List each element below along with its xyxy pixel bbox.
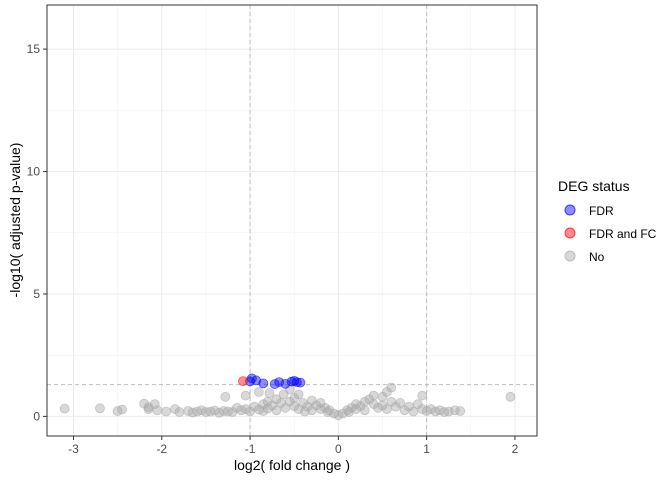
axis-ticks: [43, 48, 516, 440]
point-fdr: [245, 376, 255, 387]
point-fdr: [289, 376, 300, 386]
point-no: [449, 405, 460, 416]
x-tick-label: 0: [335, 442, 342, 456]
y-tick-labels: 0 5 10 15: [27, 42, 41, 423]
legend-key-fdr: [564, 204, 576, 216]
point-no: [161, 406, 172, 417]
legend-label-no: No: [589, 250, 605, 264]
legend-title: DEG status: [558, 178, 630, 194]
point-fdr: [258, 378, 269, 389]
point-no: [271, 405, 282, 416]
point-no: [220, 391, 231, 402]
legend-item-fdr: FDR: [564, 204, 614, 218]
point-fdr: [274, 377, 285, 388]
x-tick-label: -2: [156, 442, 167, 456]
legend-key-no: [564, 250, 576, 262]
point-no: [152, 405, 163, 416]
plot-panel: [47, 5, 537, 436]
point-no: [395, 398, 406, 408]
grid-minor: [47, 5, 537, 436]
x-axis-title: log2( fold change ): [234, 457, 350, 473]
point-no: [382, 404, 392, 414]
y-axis-title: -log10( adjusted p-value): [7, 143, 23, 298]
point-fdr-and-fc: [238, 376, 248, 387]
point-fdr: [280, 378, 291, 389]
point-no: [359, 405, 370, 416]
point-no: [505, 391, 516, 402]
point-no: [117, 404, 127, 415]
point-no: [368, 390, 379, 401]
x-tick-label: -1: [245, 442, 256, 456]
y-tick-label: 0: [33, 409, 40, 423]
x-tick-label: 1: [423, 442, 430, 456]
x-tick-label: -3: [68, 442, 79, 456]
point-no: [240, 390, 251, 401]
point-fdr: [295, 377, 306, 388]
y-tick-label: 10: [27, 165, 41, 179]
point-no: [455, 406, 466, 416]
point-fdr: [291, 377, 302, 388]
point-no: [264, 388, 275, 399]
legend-item-no: No: [564, 250, 605, 264]
point-no: [95, 403, 105, 414]
legend: DEG status FDR FDR and FC No: [558, 178, 657, 264]
legend-item-fdr-and-fc: FDR and FC: [564, 227, 657, 241]
threshold-lines: [47, 5, 537, 436]
point-no: [386, 382, 397, 393]
point-no: [443, 406, 454, 417]
point-no: [174, 407, 185, 417]
legend-label-fdr: FDR: [589, 204, 614, 218]
y-tick-label: 15: [27, 42, 41, 56]
point-no: [408, 406, 419, 417]
point-no: [253, 387, 264, 397]
x-tick-label: 2: [512, 442, 519, 456]
point-no: [417, 390, 428, 401]
legend-label-fdr-and-fc: FDR and FC: [589, 227, 657, 241]
panel-border: [46, 4, 538, 437]
point-no: [322, 407, 333, 417]
point-no: [149, 399, 160, 410]
y-tick-label: 5: [33, 287, 40, 301]
legend-key-fdr-and-fc: [564, 227, 576, 239]
point-no: [299, 406, 310, 417]
x-tick-labels: -3 -2 -1 0 1 2: [68, 442, 518, 456]
point-no: [293, 389, 304, 400]
data-points: [59, 373, 516, 421]
point-no: [59, 403, 70, 414]
